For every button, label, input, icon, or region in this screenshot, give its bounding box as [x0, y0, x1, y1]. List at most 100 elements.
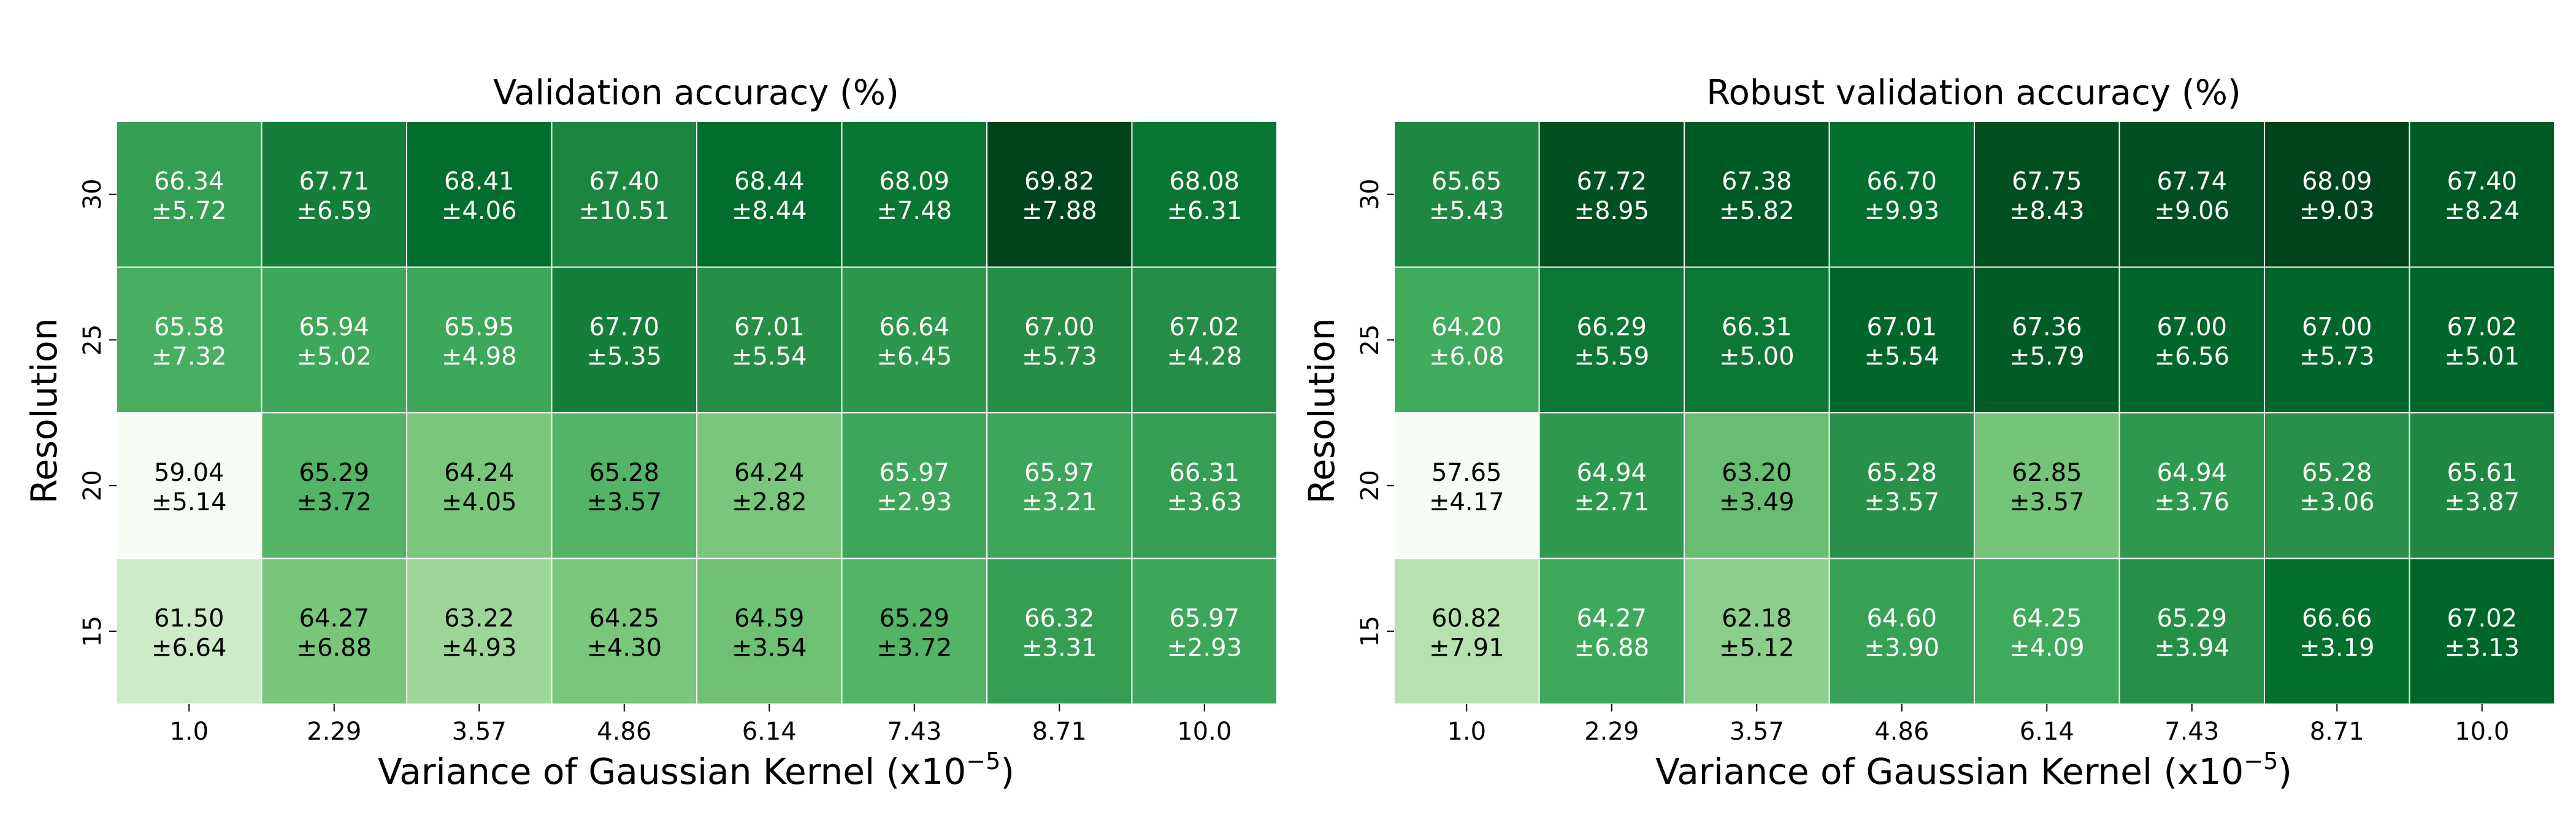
cell-value-label: 67.02 ±3.13 — [2444, 604, 2520, 662]
cell-value-label: 65.28 ±3.06 — [2299, 459, 2375, 516]
cell-value-label: 64.24 ±2.82 — [732, 459, 807, 516]
cell-value-label: 68.44 ±8.44 — [732, 167, 807, 225]
x-tick-label: 3.57 — [1730, 718, 1784, 746]
heatmap-cell — [1393, 266, 1540, 413]
cell-value-label: 65.61 ±3.87 — [2444, 459, 2520, 516]
cell-value-label: 64.27 ±6.88 — [296, 604, 372, 662]
cell-value-label: 68.41 ±4.06 — [442, 167, 517, 225]
heatmap-cell — [1828, 558, 1975, 705]
y-axis-label: Resolution — [1301, 318, 1343, 504]
cell-value-label: 66.64 ±6.45 — [876, 313, 952, 370]
heatmap-cell — [986, 558, 1133, 705]
cell-value-label: 65.29 ±3.72 — [876, 604, 952, 662]
cell-value-label: 64.94 ±2.71 — [1574, 459, 1649, 516]
y-tick-label: 30 — [1356, 178, 1384, 210]
heatmap-cell — [551, 412, 697, 559]
cell-value-label: 65.28 ±3.57 — [1864, 459, 1939, 516]
heatmap-cell — [2409, 121, 2555, 268]
x-tick-label: 10.0 — [2455, 718, 2509, 746]
x-tick-label: 4.86 — [597, 718, 651, 746]
heatmap-cell — [1828, 121, 1975, 268]
cell-value-label: 65.28 ±3.57 — [586, 459, 662, 516]
heatmap-cells: 65.65 ±5.43 67.72 ±8.95 67.38 ±5.82 66.70 ±9.93… — [1393, 121, 2555, 705]
heatmap-cell — [1393, 558, 1540, 705]
cell-value-label: 64.20 ±6.08 — [1429, 313, 1505, 370]
x-tick-label: 7.43 — [887, 718, 941, 746]
y-tick-label: 20 — [1356, 470, 1384, 501]
cell-value-label: 68.09 ±7.48 — [876, 167, 952, 225]
x-tick-label: 8.71 — [1032, 718, 1087, 746]
y-tick-labels: 30 25 20 15 — [1356, 178, 1394, 647]
y-tick-label: 30 — [79, 178, 107, 210]
heatmap-cell — [2409, 558, 2555, 705]
heatmap-cell — [986, 412, 1133, 559]
heatmap-cell — [2264, 558, 2410, 705]
cell-value-label: 68.08 ±6.31 — [1167, 167, 1242, 225]
cell-value-label: 61.50 ±6.64 — [151, 604, 227, 662]
x-tick-label: 3.57 — [452, 718, 507, 746]
cell-value-label: 65.95 ±4.98 — [442, 313, 517, 370]
cell-value-label: 67.01 ±5.54 — [1864, 313, 1939, 370]
cell-value-label: 66.31 ±3.63 — [1167, 459, 1242, 516]
heatmap-cell — [1131, 266, 1278, 413]
heatmap-cell — [2409, 412, 2555, 559]
heatmap-cell — [1131, 121, 1278, 268]
heatmap-cell — [696, 412, 843, 559]
heatmap-cell — [261, 558, 407, 705]
cell-value-label: 67.71 ±6.59 — [296, 167, 372, 225]
cell-value-label: 67.70 ±5.35 — [586, 313, 662, 370]
cell-value-label: 65.97 ±3.21 — [1022, 459, 1097, 516]
x-tick-label: 2.29 — [307, 718, 361, 746]
cell-value-label: 63.20 ±3.49 — [1719, 459, 1795, 516]
heatmap-cell — [116, 266, 263, 413]
heatmap-cell — [261, 412, 407, 559]
heatmap-cell — [116, 121, 263, 268]
heatmap-cell — [1828, 412, 1975, 559]
cell-value-label: 67.40 ±8.24 — [2444, 167, 2520, 225]
cell-value-label: 67.01 ±5.54 — [732, 313, 807, 370]
heatmap-validation-accuracy: Validation accuracy (%) 66.34 ±5.72 67.71 ±… — [23, 73, 1278, 792]
cell-value-label: 69.82 ±7.88 — [1022, 167, 1097, 225]
heatmap-cell — [1131, 558, 1278, 705]
heatmap-cell — [1974, 558, 2120, 705]
cell-value-label: 66.70 ±9.93 — [1864, 167, 1939, 225]
cell-value-label: 64.25 ±4.30 — [586, 604, 662, 662]
cell-value-label: 64.27 ±6.88 — [1574, 604, 1649, 662]
heatmap-cell — [406, 121, 553, 268]
cell-value-label: 62.85 ±3.57 — [2009, 459, 2085, 516]
cell-value-label: 67.02 ±5.01 — [2444, 313, 2520, 370]
x-tick-label: 7.43 — [2164, 718, 2219, 746]
heatmap-cell — [2118, 266, 2265, 413]
heatmap-cell — [1538, 121, 1685, 268]
heatmap-cell — [1684, 558, 1830, 705]
heatmap-cell — [1131, 412, 1278, 559]
cell-value-label: 64.24 ±4.05 — [442, 459, 517, 516]
y-tick-label: 25 — [79, 324, 107, 356]
cell-value-label: 67.75 ±8.43 — [2009, 167, 2085, 225]
cell-value-label: 65.29 ±3.72 — [296, 459, 372, 516]
cell-value-label: 66.66 ±3.19 — [2299, 604, 2375, 662]
x-tick-label: 6.14 — [742, 718, 797, 746]
cell-value-label: 59.04 ±5.14 — [151, 459, 227, 516]
heatmap-cell — [1974, 266, 2120, 413]
cell-value-label: 66.32 ±3.31 — [1022, 604, 1097, 662]
heatmap-cell — [406, 266, 553, 413]
heatmap-cell — [1684, 266, 1830, 413]
chart-title: Validation accuracy (%) — [493, 73, 899, 113]
chart-title: Robust validation accuracy (%) — [1706, 73, 2241, 113]
cell-value-label: 64.25 ±4.09 — [2009, 604, 2085, 662]
x-tick-label: 10.0 — [1177, 718, 1232, 746]
heatmap-cell — [696, 558, 843, 705]
x-tick-labels: 1.0 2.29 3.57 4.86 6.14 7.43 8.71 10.0 — [169, 704, 1232, 746]
heatmap-cell — [2118, 412, 2265, 559]
cell-value-label: 67.00 ±6.56 — [2154, 313, 2229, 370]
y-tick-label: 25 — [1356, 324, 1384, 356]
cell-value-label: 64.59 ±3.54 — [732, 604, 807, 662]
y-tick-labels: 30 25 20 15 — [79, 178, 117, 647]
heatmap-cell — [2409, 266, 2555, 413]
heatmap-cell — [1974, 412, 2120, 559]
x-tick-label: 4.86 — [1874, 718, 1929, 746]
heatmap-cell — [406, 412, 553, 559]
cell-value-label: 66.29 ±5.59 — [1574, 313, 1649, 370]
